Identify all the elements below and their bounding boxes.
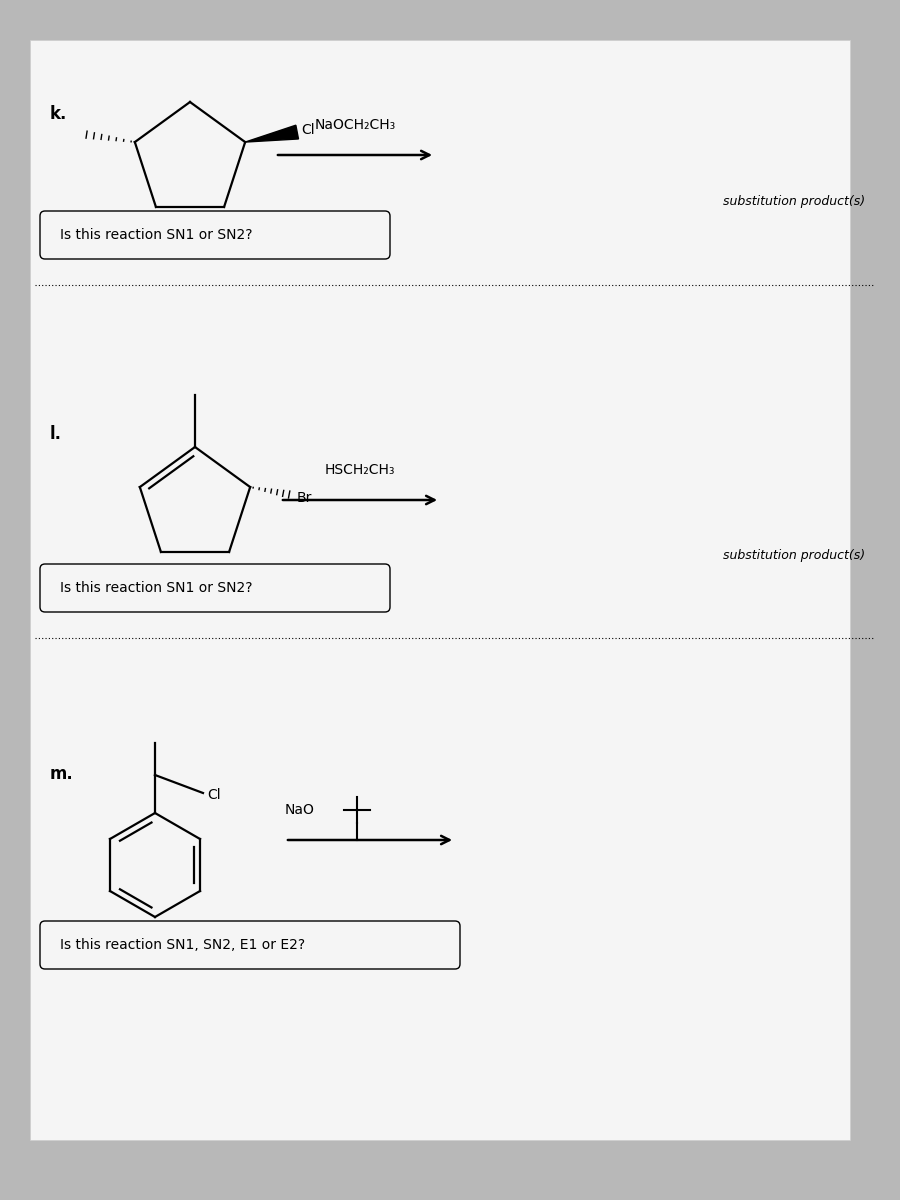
- Text: substitution product(s): substitution product(s): [723, 196, 865, 209]
- Text: Cl: Cl: [207, 788, 220, 802]
- FancyBboxPatch shape: [30, 40, 850, 1140]
- Text: substitution product(s): substitution product(s): [723, 548, 865, 562]
- Polygon shape: [245, 125, 299, 142]
- Text: Cl: Cl: [302, 124, 315, 137]
- Text: Br: Br: [296, 491, 311, 505]
- Text: Is this reaction SN1 or SN2?: Is this reaction SN1 or SN2?: [60, 228, 253, 242]
- Text: Is this reaction SN1 or SN2?: Is this reaction SN1 or SN2?: [60, 581, 253, 595]
- Text: l.: l.: [50, 425, 62, 443]
- FancyBboxPatch shape: [40, 564, 390, 612]
- Text: HSCH₂CH₃: HSCH₂CH₃: [325, 463, 395, 476]
- Text: Is this reaction SN1, SN2, E1 or E2?: Is this reaction SN1, SN2, E1 or E2?: [60, 938, 305, 952]
- Text: NaO: NaO: [285, 803, 315, 817]
- Text: m.: m.: [50, 766, 74, 784]
- FancyBboxPatch shape: [40, 211, 390, 259]
- FancyBboxPatch shape: [40, 922, 460, 970]
- Text: NaOCH₂CH₃: NaOCH₂CH₃: [314, 118, 396, 132]
- Text: k.: k.: [50, 104, 68, 122]
